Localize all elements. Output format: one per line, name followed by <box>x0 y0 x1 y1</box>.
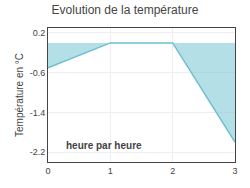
svg-text:2: 2 <box>170 166 175 176</box>
svg-text:Température en °C: Température en °C <box>14 53 25 137</box>
svg-text:3: 3 <box>232 166 237 176</box>
svg-text:0: 0 <box>45 166 50 176</box>
svg-text:-1.4: -1.4 <box>30 108 46 118</box>
svg-text:-2.2: -2.2 <box>30 147 46 157</box>
svg-text:-0.6: -0.6 <box>30 68 46 78</box>
svg-text:1: 1 <box>108 166 113 176</box>
svg-text:heure par heure: heure par heure <box>66 140 142 151</box>
svg-text:0.2: 0.2 <box>33 28 46 38</box>
svg-text:Evolution de la température: Evolution de la température <box>52 3 199 17</box>
